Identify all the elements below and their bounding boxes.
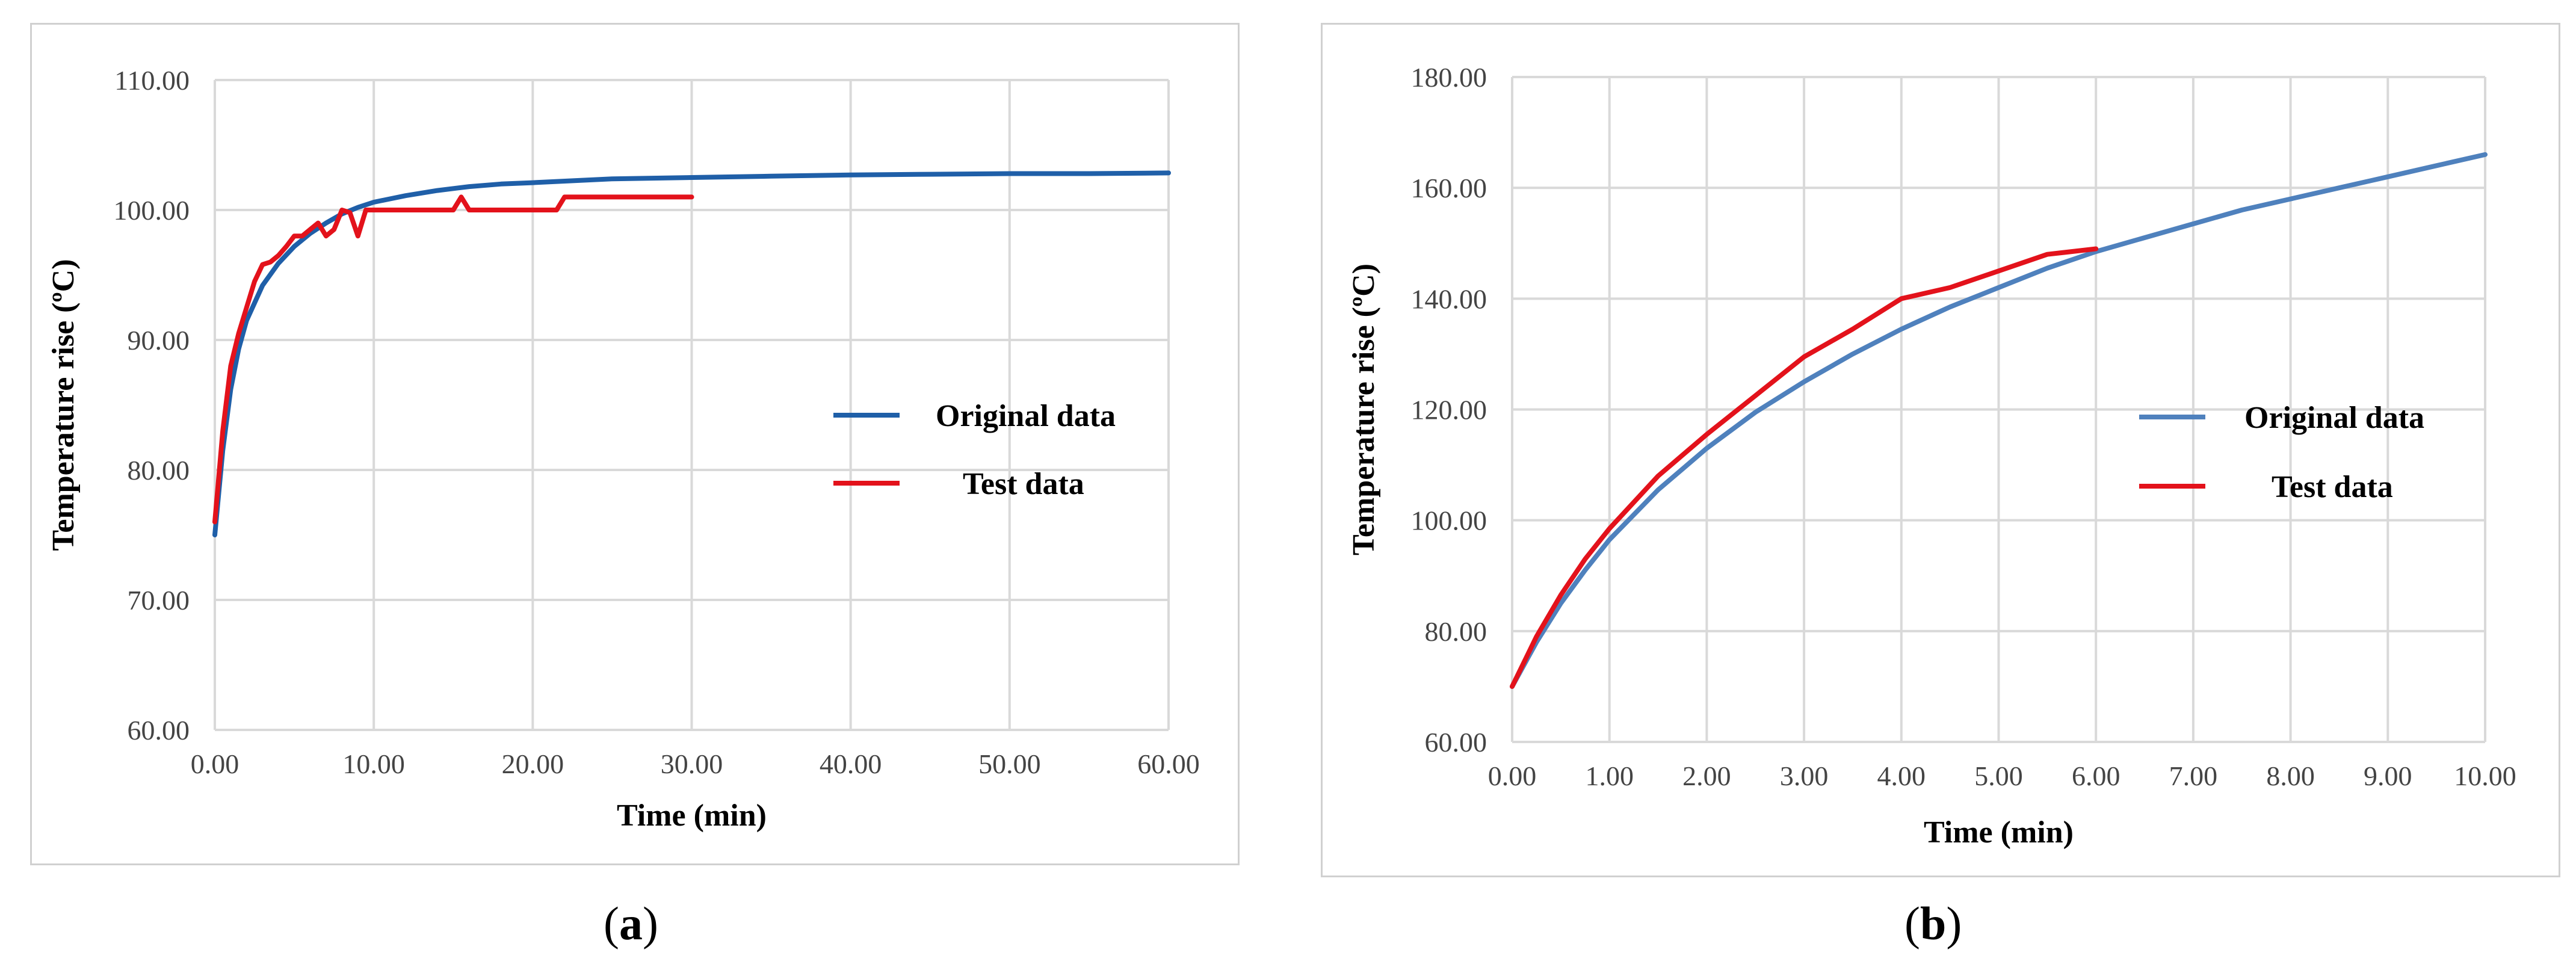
caption-a-letter: a [619, 897, 643, 950]
x-tick-label: 6.00 [2072, 761, 2120, 791]
legend-label: Test data [2272, 470, 2393, 504]
y-axis-title: Temperature rise (ºC) [46, 259, 81, 551]
legend-label: Original data [2244, 401, 2424, 435]
series-line-test [212, 194, 694, 525]
x-tick-label: 40.00 [820, 749, 882, 779]
legend-label: Original data [936, 399, 1116, 433]
x-tick-label: 8.00 [2266, 761, 2315, 791]
x-tick-label: 5.00 [1974, 761, 2023, 791]
caption-b: (b) [1904, 897, 1962, 950]
x-tick-label: 60.00 [1137, 749, 1200, 779]
x-tick-label: 3.00 [1780, 761, 1829, 791]
y-tick-label: 120.00 [1411, 395, 1487, 425]
caption-a: (a) [604, 897, 658, 950]
chart-panel-b [1321, 23, 2560, 877]
legend-label: Test data [963, 467, 1084, 501]
y-tick-label: 140.00 [1411, 283, 1487, 314]
series-line-original [212, 170, 1171, 537]
y-tick-label: 110.00 [114, 65, 190, 96]
caption-b-letter: b [1920, 897, 1947, 950]
x-tick-label: 1.00 [1585, 761, 1634, 791]
x-tick-label: 10.00 [342, 749, 405, 779]
y-tick-label: 70.00 [128, 585, 190, 616]
x-tick-label: 10.00 [2454, 761, 2516, 791]
x-tick-label: 20.00 [502, 749, 564, 779]
y-tick-label: 60.00 [1425, 727, 1487, 758]
series-line-original [1510, 152, 2488, 689]
series-line-test [1510, 246, 2099, 689]
y-tick-label: 80.00 [128, 455, 190, 486]
x-tick-label: 50.00 [978, 749, 1041, 779]
x-tick-label: 0.00 [1488, 761, 1537, 791]
y-tick-label: 60.00 [128, 715, 190, 746]
x-axis-title: Time (min) [617, 798, 767, 833]
x-tick-label: 2.00 [1682, 761, 1731, 791]
y-tick-label: 180.00 [1411, 62, 1487, 93]
x-tick-label: 7.00 [2169, 761, 2218, 791]
y-tick-label: 100.00 [114, 195, 190, 226]
y-tick-label: 160.00 [1411, 173, 1487, 203]
chart-panel-a [30, 23, 1240, 865]
y-axis-title: Temperature rise (ºC) [1347, 264, 1381, 555]
y-tick-label: 80.00 [1425, 616, 1487, 647]
x-tick-label: 9.00 [2364, 761, 2412, 791]
y-tick-label: 90.00 [128, 325, 190, 356]
y-tick-label: 100.00 [1411, 505, 1487, 536]
x-tick-label: 30.00 [661, 749, 723, 779]
x-axis-title: Time (min) [1924, 815, 2074, 850]
x-tick-label: 4.00 [1877, 761, 1926, 791]
x-tick-label: 0.00 [191, 749, 239, 779]
